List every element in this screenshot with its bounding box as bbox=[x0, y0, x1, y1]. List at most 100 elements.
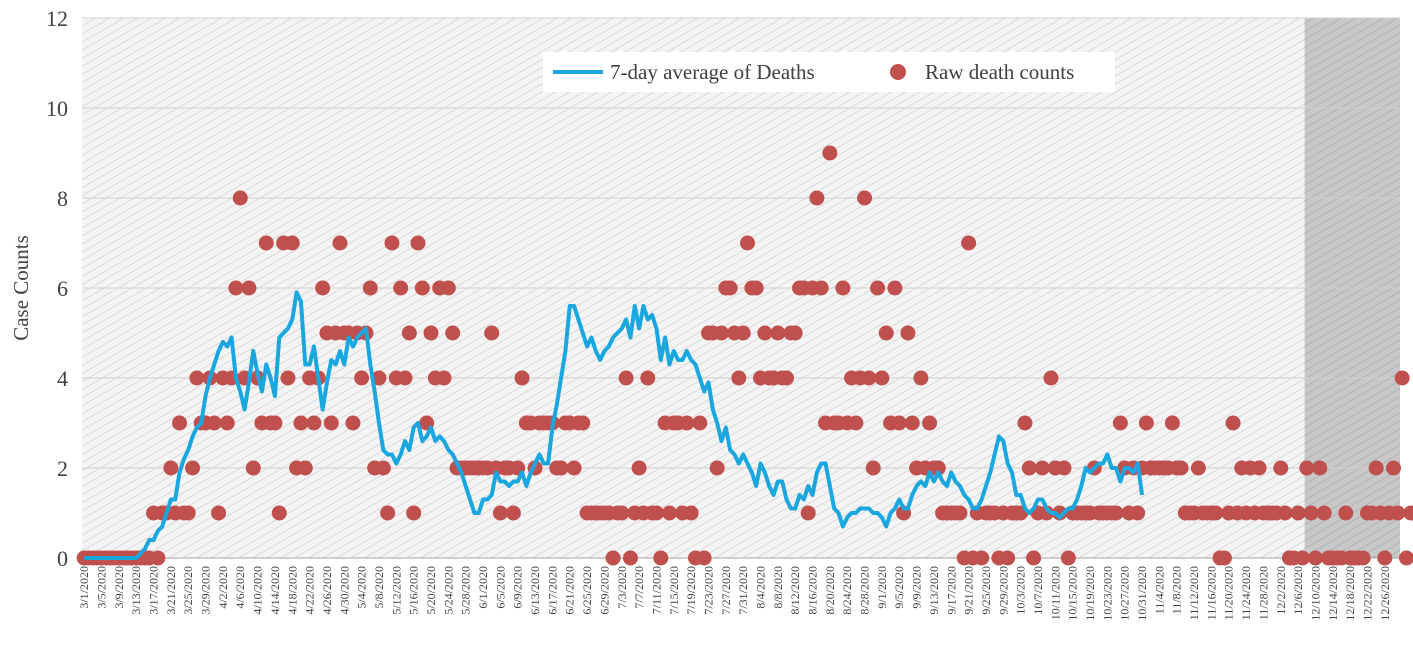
raw-death-point bbox=[1026, 550, 1042, 566]
raw-death-point bbox=[1294, 550, 1310, 566]
raw-death-point bbox=[731, 370, 747, 386]
raw-death-point bbox=[974, 550, 990, 566]
raw-death-point bbox=[605, 550, 621, 566]
raw-death-point bbox=[1394, 370, 1410, 386]
x-tick-label: 6/25/2020 bbox=[580, 566, 594, 615]
x-tick-label: 10/27/2020 bbox=[1118, 566, 1132, 621]
x-tick-label: 8/8/2020 bbox=[771, 566, 785, 609]
y-tick-label: 0 bbox=[57, 546, 68, 571]
raw-death-point bbox=[653, 550, 669, 566]
x-tick-label: 3/25/2020 bbox=[181, 566, 195, 615]
x-tick-label: 7/3/2020 bbox=[615, 566, 629, 609]
raw-death-point bbox=[445, 325, 461, 341]
raw-death-point bbox=[1017, 415, 1033, 431]
x-tick-label: 5/8/2020 bbox=[372, 566, 386, 609]
raw-death-point bbox=[1052, 505, 1068, 521]
raw-death-point bbox=[857, 190, 873, 206]
raw-death-point bbox=[1039, 505, 1055, 521]
x-tick-label: 10/23/2020 bbox=[1100, 566, 1114, 621]
raw-death-point bbox=[354, 370, 370, 386]
x-tick-label: 5/28/2020 bbox=[459, 566, 473, 615]
legend-label-average: 7-day average of Deaths bbox=[610, 60, 815, 84]
x-tick-label: 12/10/2020 bbox=[1308, 566, 1322, 621]
raw-death-point bbox=[397, 370, 413, 386]
raw-death-point bbox=[961, 235, 977, 251]
x-tick-label: 11/20/2020 bbox=[1222, 566, 1236, 620]
raw-death-point bbox=[241, 280, 257, 296]
raw-death-point bbox=[410, 235, 426, 251]
x-tick-label: 3/29/2020 bbox=[199, 566, 213, 615]
raw-death-point bbox=[822, 145, 838, 161]
x-tick-label: 9/13/2020 bbox=[927, 566, 941, 615]
x-tick-label: 11/28/2020 bbox=[1256, 566, 1270, 620]
x-tick-label: 4/26/2020 bbox=[320, 566, 334, 615]
raw-death-point bbox=[189, 370, 205, 386]
x-tick-label: 6/1/2020 bbox=[476, 566, 490, 609]
x-tick-label: 9/25/2020 bbox=[979, 566, 993, 615]
raw-death-point bbox=[1355, 550, 1371, 566]
raw-death-point bbox=[371, 370, 387, 386]
x-tick-label: 12/22/2020 bbox=[1360, 566, 1374, 621]
x-tick-label: 10/3/2020 bbox=[1014, 566, 1028, 615]
x-tick-label: 9/9/2020 bbox=[910, 566, 924, 609]
x-tick-label: 9/5/2020 bbox=[892, 566, 906, 609]
raw-death-point bbox=[362, 280, 378, 296]
raw-death-point bbox=[1056, 460, 1072, 476]
x-tick-label: 11/16/2020 bbox=[1204, 566, 1218, 620]
raw-death-point bbox=[284, 235, 300, 251]
x-tick-label: 10/19/2020 bbox=[1083, 566, 1097, 621]
raw-death-point bbox=[1190, 460, 1206, 476]
raw-death-point bbox=[1043, 370, 1059, 386]
raw-death-point bbox=[614, 505, 630, 521]
raw-death-point bbox=[297, 460, 313, 476]
raw-death-point bbox=[267, 415, 283, 431]
raw-death-point bbox=[1316, 505, 1332, 521]
raw-death-point bbox=[813, 280, 829, 296]
x-tick-label: 7/23/2020 bbox=[701, 566, 715, 615]
raw-death-point bbox=[1130, 505, 1146, 521]
x-tick-label: 3/13/2020 bbox=[129, 566, 143, 615]
raw-death-point bbox=[1164, 415, 1180, 431]
raw-death-point bbox=[1108, 505, 1124, 521]
x-tick-label: 12/26/2020 bbox=[1378, 566, 1392, 621]
seven-day-average-line bbox=[84, 290, 1145, 560]
raw-death-point bbox=[1273, 460, 1289, 476]
raw-death-point bbox=[280, 370, 296, 386]
x-tick-label: 6/13/2020 bbox=[528, 566, 542, 615]
raw-death-point bbox=[1225, 415, 1241, 431]
raw-death-point bbox=[1303, 505, 1319, 521]
x-tick-label: 9/17/2020 bbox=[944, 566, 958, 615]
x-tick-label: 6/17/2020 bbox=[545, 566, 559, 615]
raw-death-point bbox=[887, 280, 903, 296]
raw-death-point bbox=[1000, 550, 1016, 566]
raw-death-point bbox=[1138, 415, 1154, 431]
x-tick-label: 5/12/2020 bbox=[389, 566, 403, 615]
raw-death-point bbox=[1208, 505, 1224, 521]
raw-death-point bbox=[735, 325, 751, 341]
x-tick-label: 12/14/2020 bbox=[1326, 566, 1340, 621]
raw-death-point bbox=[423, 325, 439, 341]
raw-death-point bbox=[1290, 505, 1306, 521]
y-tick-label: 8 bbox=[57, 186, 68, 211]
x-tick-label: 7/31/2020 bbox=[736, 566, 750, 615]
x-tick-label: 8/28/2020 bbox=[858, 566, 872, 615]
raw-death-point bbox=[770, 325, 786, 341]
raw-death-point bbox=[1377, 550, 1393, 566]
raw-death-point bbox=[1216, 550, 1232, 566]
x-tick-label: 5/20/2020 bbox=[424, 566, 438, 615]
raw-death-point bbox=[618, 370, 634, 386]
raw-death-point bbox=[878, 325, 894, 341]
raw-death-point bbox=[414, 280, 430, 296]
raw-death-point bbox=[874, 370, 890, 386]
y-tick-labels: 0 2 4 6 8 10 12 bbox=[46, 6, 68, 571]
raw-death-point bbox=[922, 415, 938, 431]
legend: 7-day average of Deaths Raw death counts bbox=[543, 52, 1115, 92]
x-tick-label: 9/29/2020 bbox=[996, 566, 1010, 615]
x-tick-label: 4/14/2020 bbox=[268, 566, 282, 615]
x-tick-label: 4/22/2020 bbox=[303, 566, 317, 615]
x-tick-labels: 3/1/2020 3/5/2020 3/9/2020 3/13/2020 3/17/20… bbox=[77, 566, 1392, 621]
raw-death-point bbox=[306, 415, 322, 431]
raw-death-point bbox=[648, 505, 664, 521]
raw-death-point bbox=[375, 460, 391, 476]
